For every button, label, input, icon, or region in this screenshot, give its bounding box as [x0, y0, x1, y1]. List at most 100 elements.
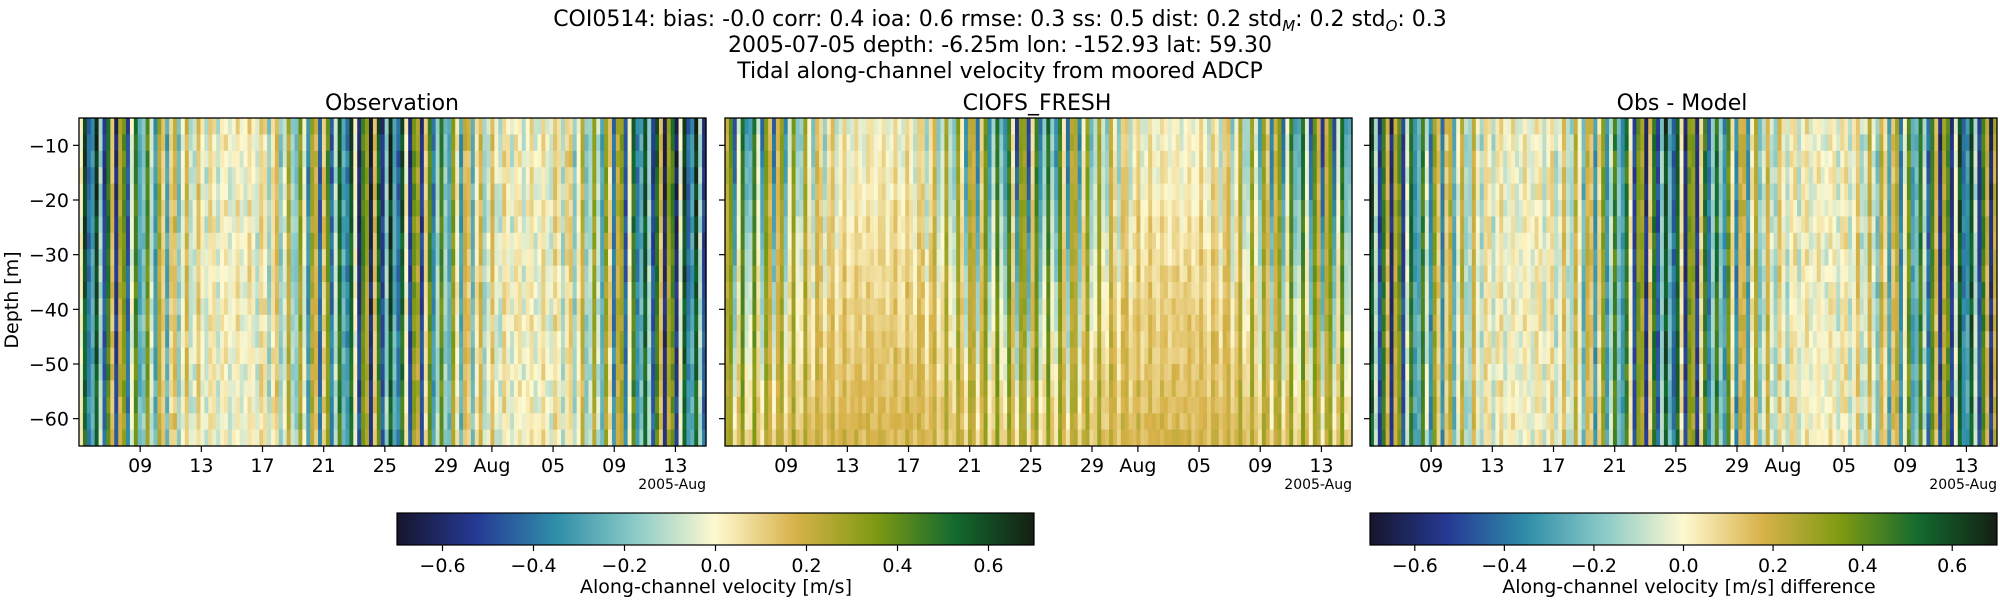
heatmap-cell — [521, 265, 527, 283]
heatmap-cell — [983, 265, 989, 283]
heatmap-cell — [192, 347, 198, 365]
heatmap-cell — [838, 150, 844, 168]
heatmap-cell — [779, 429, 785, 447]
heatmap-cell — [999, 167, 1004, 185]
heatmap-cell — [235, 396, 241, 414]
heatmap-cell — [494, 364, 499, 381]
heatmap-cell — [643, 134, 648, 152]
heatmap-cell — [118, 347, 123, 365]
heatmap-cell — [850, 282, 855, 299]
heatmap-cell — [239, 150, 245, 168]
heatmap-cell — [255, 429, 260, 447]
heatmap-cell — [412, 167, 417, 185]
x-tick-label: 17 — [250, 455, 274, 477]
heatmap-cell — [596, 150, 601, 168]
heatmap-cell — [216, 380, 221, 398]
heatmap-cell — [129, 314, 135, 332]
heatmap-cell — [176, 232, 182, 250]
heatmap-cell — [368, 429, 374, 447]
heatmap-cell — [216, 364, 221, 381]
y-tick-label: −10 — [29, 135, 69, 157]
heatmap-cell — [255, 331, 260, 349]
heatmap-cell — [251, 232, 256, 250]
heatmap-cell — [513, 249, 519, 267]
heatmap-cell — [384, 282, 390, 299]
heatmap-cell — [247, 232, 253, 250]
heatmap-cell — [133, 216, 139, 234]
heatmap-cell — [541, 134, 546, 152]
heatmap-cell — [122, 200, 127, 217]
heatmap-cell — [811, 331, 816, 349]
heatmap-cell — [815, 347, 820, 365]
heatmap-cell — [380, 249, 386, 267]
heatmap-cell — [216, 331, 221, 349]
heatmap-cell — [455, 265, 460, 283]
heatmap-cell — [838, 364, 844, 381]
heatmap-cell — [815, 396, 820, 414]
heatmap-cell — [553, 282, 558, 299]
heatmap-cell — [1062, 167, 1067, 185]
heatmap-cell — [592, 232, 597, 250]
heatmap-cell — [964, 150, 969, 168]
heatmap-cell — [271, 331, 276, 349]
heatmap-cell — [200, 429, 205, 447]
heatmap-cell — [184, 167, 190, 185]
heatmap-cell — [658, 282, 664, 299]
heatmap-cell — [474, 380, 480, 398]
heatmap-cell — [173, 249, 178, 267]
heatmap-cell — [314, 364, 319, 381]
heatmap-cell — [885, 298, 891, 316]
heatmap-cell — [286, 232, 292, 250]
heatmap-cell — [913, 429, 918, 447]
heatmap-cell — [909, 249, 914, 267]
heatmap-cell — [463, 183, 468, 201]
heatmap-cell — [580, 183, 586, 201]
heatmap-cell — [854, 314, 859, 332]
heatmap-cell — [928, 167, 934, 185]
heatmap-cell — [1014, 364, 1020, 381]
heatmap-cell — [349, 364, 354, 381]
heatmap-cell — [251, 429, 256, 447]
heatmap-cell — [698, 150, 703, 168]
heatmap-cell — [799, 331, 804, 349]
heatmap-cell — [1046, 396, 1051, 414]
heatmap-cell — [239, 314, 245, 332]
heatmap-cell — [615, 183, 621, 201]
heatmap-cell — [282, 265, 288, 283]
heatmap-cell — [1018, 331, 1024, 349]
heatmap-cell — [541, 331, 546, 349]
heatmap-cell — [909, 298, 914, 316]
heatmap-cell — [212, 429, 217, 447]
heatmap-cell — [732, 167, 738, 185]
heatmap-cell — [537, 200, 543, 217]
heatmap-cell — [768, 150, 773, 168]
heatmap-cell — [670, 347, 676, 365]
heatmap-cell — [698, 364, 703, 381]
heatmap-cell — [819, 429, 824, 447]
heatmap-cell — [310, 134, 315, 152]
heatmap-cell — [310, 396, 315, 414]
heatmap-cell — [282, 150, 288, 168]
heatmap-cell — [740, 314, 746, 332]
heatmap-cell — [1007, 314, 1012, 332]
heatmap-cell — [416, 200, 421, 217]
heatmap-cell — [541, 232, 546, 250]
heatmap-cell — [1003, 413, 1008, 431]
heatmap-cell — [592, 249, 597, 267]
heatmap-cell — [239, 265, 245, 283]
heatmap-cell — [455, 134, 460, 152]
heatmap-cell — [568, 200, 574, 217]
heatmap-cell — [321, 216, 327, 234]
heatmap-cell — [141, 396, 147, 414]
heatmap-cell — [165, 331, 170, 349]
heatmap-cell — [521, 314, 527, 332]
heatmap-cell — [302, 347, 307, 365]
heatmap-cell — [1038, 380, 1044, 398]
heatmap-cell — [611, 249, 617, 267]
heatmap-cell — [165, 380, 170, 398]
heatmap-cell — [572, 200, 578, 217]
heatmap-cell — [728, 380, 734, 398]
heatmap-cell — [306, 118, 311, 135]
heatmap-cell — [893, 232, 899, 250]
heatmap-cell — [772, 265, 777, 283]
